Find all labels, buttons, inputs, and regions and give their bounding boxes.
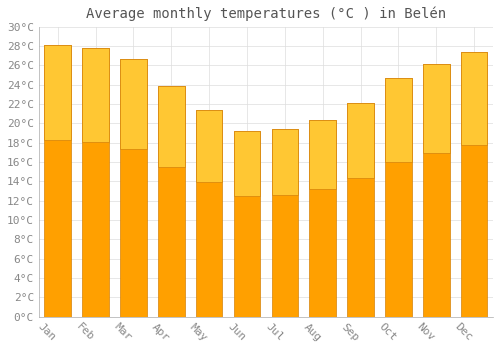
Bar: [158, 86, 184, 167]
Bar: [234, 131, 260, 317]
Bar: [196, 110, 222, 317]
Title: Average monthly temperatures (°C ) in Belén: Average monthly temperatures (°C ) in Be…: [86, 7, 446, 21]
Bar: [82, 48, 109, 142]
Bar: [385, 78, 411, 317]
Bar: [196, 110, 222, 182]
Bar: [44, 45, 71, 317]
Bar: [272, 129, 298, 195]
Bar: [348, 103, 374, 178]
Bar: [82, 48, 109, 317]
Bar: [348, 103, 374, 317]
Bar: [272, 129, 298, 317]
Bar: [385, 78, 411, 162]
Bar: [310, 120, 336, 189]
Bar: [423, 64, 450, 317]
Bar: [120, 59, 146, 149]
Bar: [44, 45, 71, 140]
Bar: [234, 131, 260, 196]
Bar: [310, 120, 336, 317]
Bar: [461, 52, 487, 145]
Bar: [461, 52, 487, 317]
Bar: [423, 64, 450, 153]
Bar: [120, 59, 146, 317]
Bar: [158, 86, 184, 317]
